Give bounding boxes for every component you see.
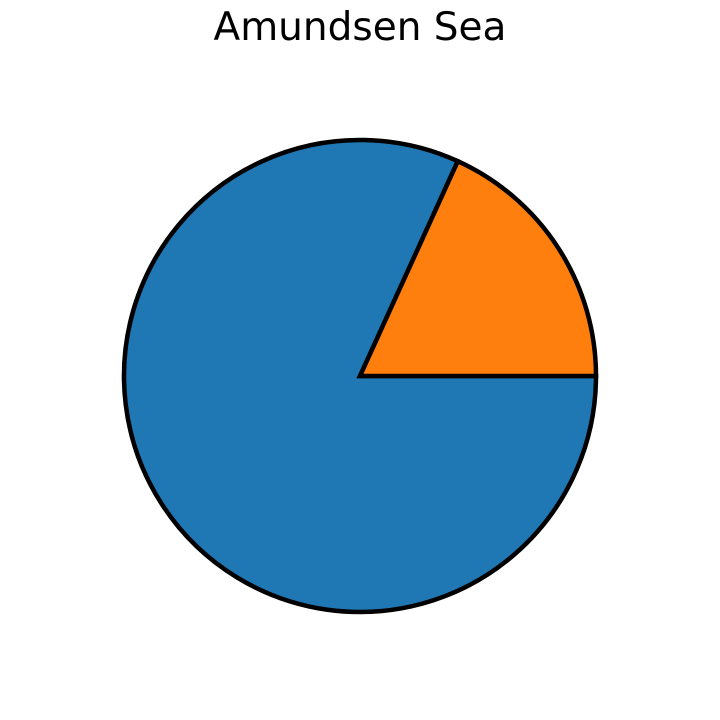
pie-slice-2 [356,158,599,379]
chart-title: Amundsen Sea [213,5,507,50]
pie-slices [121,137,599,615]
